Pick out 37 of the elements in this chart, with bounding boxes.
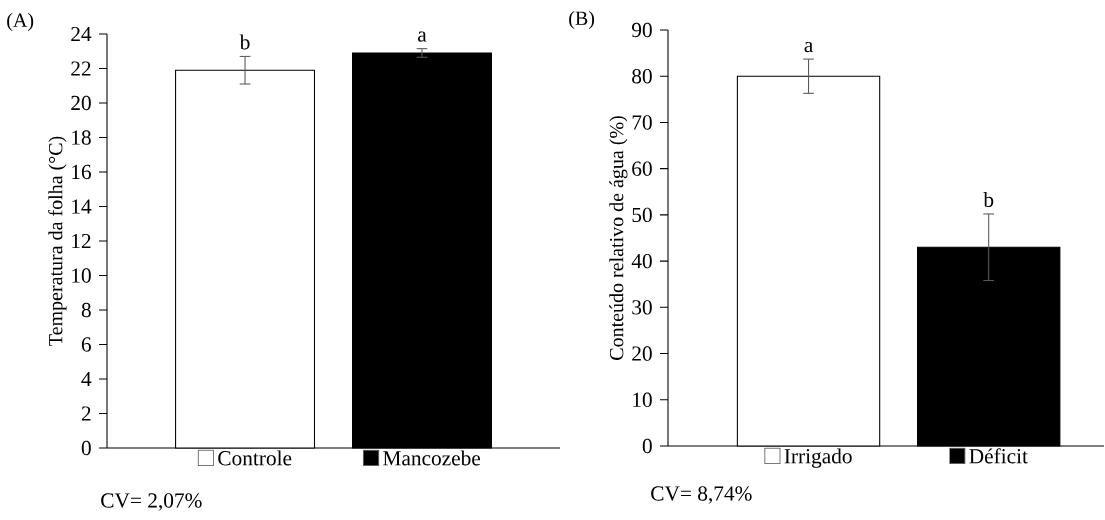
y-tick-label: 24 (71, 26, 92, 42)
text: CV= 2,07% (101, 493, 202, 511)
y-tick-label: 20 (632, 346, 652, 361)
y-tick-label: 70 (632, 115, 652, 130)
annotation: a (418, 31, 427, 42)
y-tick-label: 30 (632, 300, 652, 315)
y-tick-label: 22 (71, 61, 91, 76)
y-tick-label: 0 (81, 440, 91, 456)
x-tick-label: Irrigado (784, 448, 852, 468)
y-tick-label: 10 (633, 392, 652, 407)
annotation: b (239, 34, 250, 50)
x-tick-label: Controle (218, 450, 292, 466)
x-tick-label: Mancozebe (383, 450, 481, 466)
y-tick-label: 10 (72, 268, 91, 283)
y-tick-label: 50 (632, 207, 652, 223)
text: CV= 8,74% (651, 486, 752, 504)
y-axis-title: Conteúdo relativo de água (%) (609, 116, 628, 360)
y-tick-label: 20 (71, 95, 91, 111)
y-axis-title: Temperatura da folha (°C) (48, 136, 67, 346)
y-tick-label: 16 (72, 164, 91, 180)
y-tick-label: 4 (81, 371, 92, 387)
y-tick-label: 2 (81, 406, 91, 421)
text: (B) (569, 10, 595, 30)
text: (A) (7, 12, 34, 32)
annotation: a (804, 41, 813, 53)
y-tick-label: 0 (642, 438, 652, 454)
y-tick-label: 90 (631, 22, 652, 38)
x-tick-label: Déficit (969, 448, 1028, 464)
y-tick-label: 60 (632, 161, 652, 176)
y-tick-label: 80 (632, 69, 652, 84)
y-tick-label: 6 (81, 337, 91, 352)
y-tick-label: 18 (72, 130, 91, 145)
y-tick-label: 12 (72, 233, 91, 249)
annotation: b (983, 192, 994, 208)
y-tick-label: 8 (81, 302, 91, 318)
y-tick-label: 40 (631, 253, 652, 269)
y-tick-label: 14 (72, 199, 92, 214)
